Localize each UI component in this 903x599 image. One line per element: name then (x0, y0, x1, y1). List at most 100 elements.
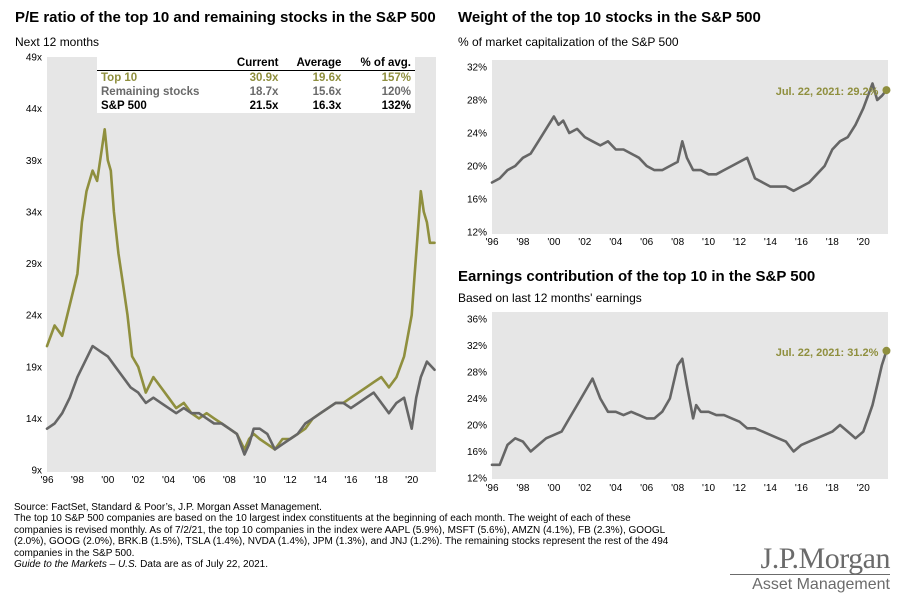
jpmorgan-logo: J.P.Morgan Asset Management (730, 544, 891, 594)
x-tick-label: '06 (640, 237, 653, 248)
x-tick-label: '04 (609, 237, 622, 248)
y-tick-label: 14x (26, 414, 42, 425)
y-tick-label: 24x (26, 311, 42, 322)
footer-line: The top 10 S&P 500 companies are based o… (14, 513, 631, 525)
x-tick-label: '16 (795, 483, 808, 494)
pe-row-average: 16.3x (312, 100, 342, 112)
earnings-chart-subtitle: Based on last 12 months' earnings (458, 291, 642, 305)
x-tick-label: '00 (101, 475, 114, 486)
y-tick-label: 24% (467, 129, 487, 140)
x-tick-label: '18 (826, 483, 839, 494)
pe-row-sp500: S&P 500 21.5x 16.3x 132% (97, 99, 415, 113)
series-line-chart1 (490, 82, 888, 193)
left-chart-panel (47, 57, 436, 472)
x-tick-label: '96 (485, 483, 498, 494)
y-tick-label: 36% (467, 315, 487, 326)
x-tick-label: '02 (132, 475, 145, 486)
x-tick-label: '08 (223, 475, 236, 486)
pe-header-pct: % of avg. (345, 56, 415, 71)
pe-row-label: Top 10 (101, 72, 138, 84)
x-tick-label: '18 (826, 237, 839, 248)
pe-header-blank (97, 56, 224, 71)
x-tick-label: '14 (764, 237, 777, 248)
pe-row-average: 15.6x (312, 86, 342, 98)
y-tick-label: 24% (467, 394, 487, 405)
series-line-chart2 (490, 349, 888, 467)
y-tick-label: 28% (467, 96, 487, 107)
pe-row-label: S&P 500 (101, 100, 147, 112)
footer-guide-rest: Data are as of July 22, 2021. (137, 559, 269, 571)
x-tick-label: '98 (71, 475, 84, 486)
y-tick-label: 29x (26, 259, 42, 270)
pe-row-current: 18.7x (249, 86, 279, 98)
x-tick-label: '08 (671, 483, 684, 494)
y-tick-label: 32% (467, 63, 487, 74)
x-tick-label: '96 (40, 475, 53, 486)
x-tick-label: '96 (485, 237, 498, 248)
x-tick-label: '06 (640, 483, 653, 494)
pe-row-average: 19.6x (312, 72, 342, 84)
x-tick-label: '14 (764, 483, 777, 494)
x-tick-label: '98 (516, 483, 529, 494)
latest-value-annotation: Jul. 22, 2021: 29.2% (776, 86, 879, 98)
x-tick-label: '00 (547, 483, 560, 494)
y-tick-label: 9x (31, 466, 42, 477)
footer-line: (2.0%), GOOG (2.0%), BRK.B (1.5%), TSLA … (14, 536, 669, 548)
footer-line: companies is revised monthly. As of 7/2/… (14, 524, 666, 536)
x-tick-label: '18 (375, 475, 388, 486)
x-tick-label: '02 (578, 237, 591, 248)
x-tick-label: '04 (609, 483, 622, 494)
footer-guide-italic: Guide to the Markets – U.S. (14, 559, 138, 571)
x-tick-label: '08 (671, 237, 684, 248)
pe-row-pct: 120% (381, 86, 411, 98)
y-tick-label: 20% (467, 162, 487, 173)
y-tick-label: 16% (467, 447, 487, 458)
weight-chart-subtitle: % of market capitalization of the S&P 50… (458, 35, 679, 49)
left-chart-title: P/E ratio of the top 10 and remaining st… (15, 9, 436, 26)
y-tick-label: 12% (467, 228, 487, 239)
pe-row-current: 30.9x (249, 72, 279, 84)
y-tick-label: 16% (467, 195, 487, 206)
y-tick-label: 32% (467, 341, 487, 352)
x-tick-label: '12 (733, 483, 746, 494)
x-tick-label: '10 (702, 483, 715, 494)
logo-subtitle: Asset Management (730, 574, 890, 594)
x-tick-label: '20 (857, 237, 870, 248)
pe-row-pct: 132% (381, 100, 411, 112)
y-tick-label: 44x (26, 104, 42, 115)
pe-row-pct: 157% (381, 72, 411, 84)
y-tick-label: 19x (26, 362, 42, 373)
x-tick-label: '10 (702, 237, 715, 248)
x-tick-label: '20 (405, 475, 418, 486)
latest-value-marker (882, 346, 891, 355)
x-tick-label: '02 (578, 483, 591, 494)
y-tick-label: 49x (26, 53, 42, 64)
y-tick-label: 20% (467, 421, 487, 432)
pe-summary-table: Current Average % of avg. Top 10 30.9x 1… (97, 56, 415, 113)
x-tick-label: '20 (857, 483, 870, 494)
x-tick-label: '98 (516, 237, 529, 248)
earnings-chart-title: Earnings contribution of the top 10 in t… (458, 268, 816, 285)
x-tick-label: '10 (253, 475, 266, 486)
series-line-remaining-stocks (45, 344, 436, 456)
x-tick-label: '12 (284, 475, 297, 486)
x-tick-label: '16 (795, 237, 808, 248)
footer-line: companies in the S&P 500. (14, 547, 135, 559)
x-tick-label: '12 (733, 237, 746, 248)
pe-header-current: Current (223, 56, 283, 71)
pe-table-header: Current Average % of avg. (97, 56, 415, 71)
footer-line: Source: FactSet, Standard & Poor’s, J.P.… (14, 502, 322, 513)
y-tick-label: 39x (26, 156, 42, 167)
series-line-top-10 (45, 128, 436, 451)
latest-value-marker (882, 86, 891, 95)
x-tick-label: '06 (192, 475, 205, 486)
footer-notes: Source: FactSet, Standard & Poor’s, J.P.… (14, 502, 714, 570)
x-tick-label: '00 (547, 237, 560, 248)
pe-row-top10: Top 10 30.9x 19.6x 157% (97, 71, 415, 86)
y-tick-label: 12% (467, 474, 487, 485)
pe-row-label: Remaining stocks (101, 86, 200, 98)
y-tick-label: 28% (467, 368, 487, 379)
x-tick-label: '04 (162, 475, 175, 486)
pe-header-average: Average (282, 56, 346, 71)
